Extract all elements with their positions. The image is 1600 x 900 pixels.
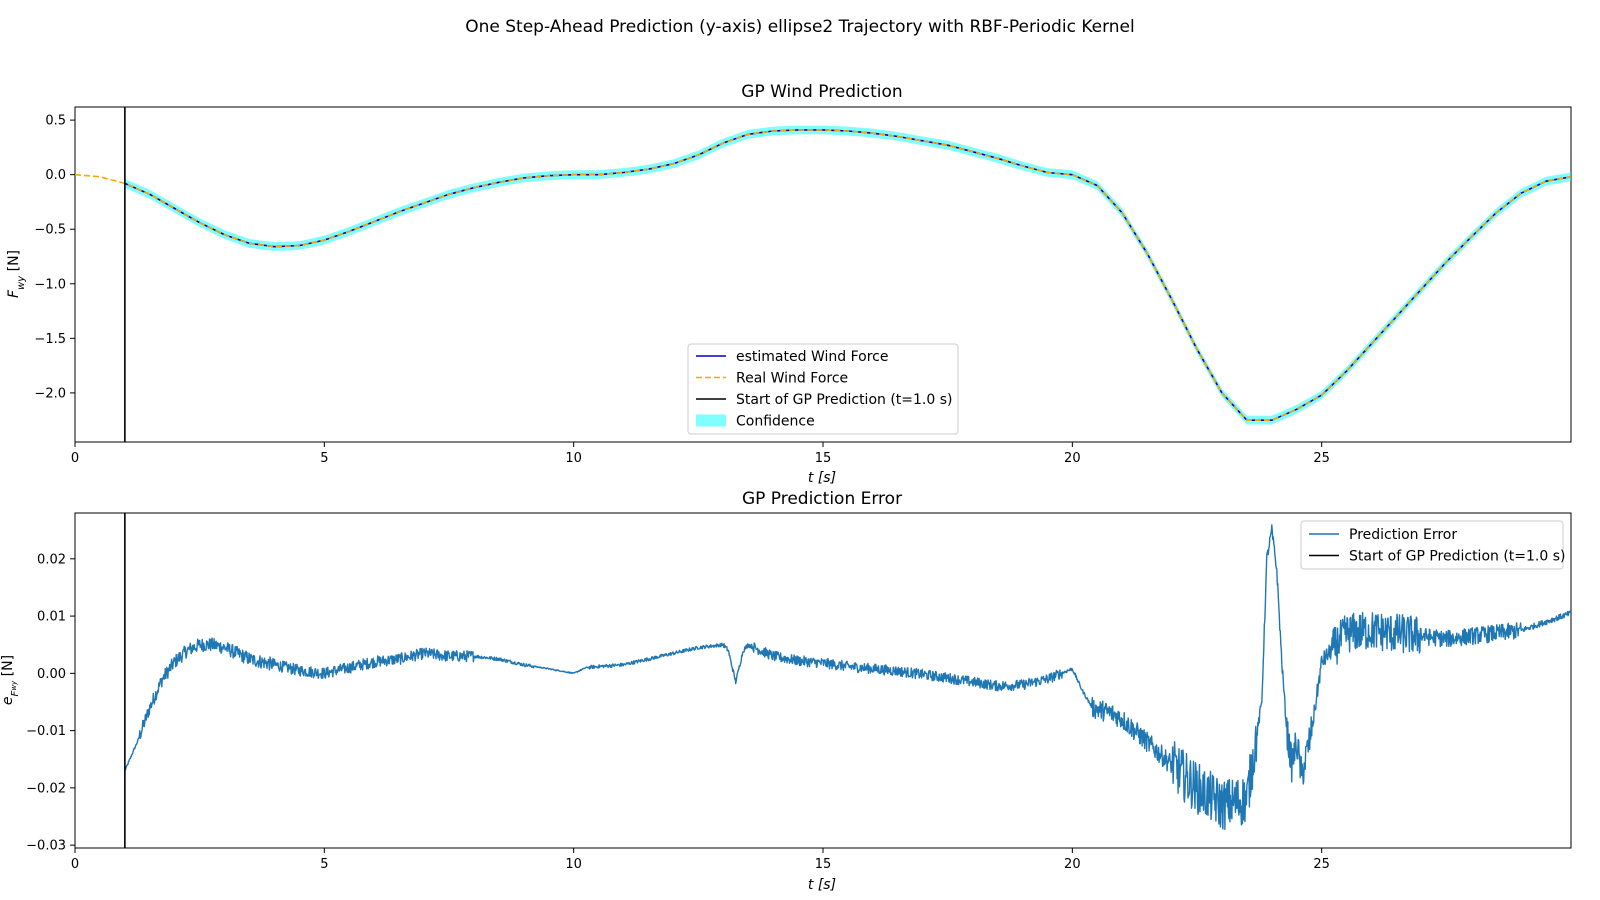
x-tick-label: 20 xyxy=(1064,451,1081,466)
legend-frame xyxy=(1300,520,1564,570)
y-tick-label: −0.02 xyxy=(26,781,66,796)
y-tick-label: 0.5 xyxy=(45,114,66,129)
prediction-error-line xyxy=(124,524,1571,831)
x-tick-label: 10 xyxy=(565,451,582,466)
wind-prediction-legend: estimated Wind Force Real Wind Force Start… xyxy=(687,343,959,435)
wind-prediction-xlabel: t [s] xyxy=(808,470,836,486)
legend-label: Start of GP Prediction (t=1.0 s) xyxy=(736,392,953,408)
x-tick-label: 5 xyxy=(320,451,328,466)
y-tick-label: −0.03 xyxy=(26,839,66,854)
y-tick-label: 0.00 xyxy=(37,667,66,682)
x-tick-label: 5 xyxy=(320,857,328,872)
prediction-error-ticks: 0 5 10 15 20 25 0.02 0.01 0.00 −0.01 −0.02 −0.03 xyxy=(26,552,1330,872)
legend-label: Real Wind Force xyxy=(736,371,848,387)
legend-handle-confidence xyxy=(696,414,726,427)
prediction-error-legend: Prediction Error Start of GP Prediction (… xyxy=(1300,520,1566,570)
prediction-error-ylabel: eFwy [N] xyxy=(0,655,21,705)
prediction-error-panel: GP Prediction Error 0 5 10 15 20 25 0.02 0.01 0.… xyxy=(0,489,1572,893)
legend-label: Confidence xyxy=(736,414,815,430)
real-wind-force-line xyxy=(75,129,1571,421)
x-tick-label: 25 xyxy=(1313,451,1330,466)
wind-prediction-plot-area xyxy=(75,107,1571,442)
prediction-error-plot-area xyxy=(124,513,1571,848)
x-tick-label: 25 xyxy=(1313,857,1330,872)
legend-label: estimated Wind Force xyxy=(736,349,888,365)
x-tick-label: 0 xyxy=(71,857,79,872)
wind-prediction-ylabel: Fwy [N] xyxy=(6,250,27,298)
y-tick-label: −1.0 xyxy=(34,277,66,292)
legend-frame xyxy=(687,343,959,435)
x-tick-label: 15 xyxy=(815,451,832,466)
y-tick-label: 0.01 xyxy=(37,610,66,625)
prediction-error-title: GP Prediction Error xyxy=(742,489,902,509)
wind-prediction-title: GP Wind Prediction xyxy=(741,82,902,102)
y-tick-label: 0.0 xyxy=(45,168,66,183)
wind-prediction-ticks: 0 5 10 15 20 25 0.5 0.0 −0.5 −1.0 −1.5 −2.0 xyxy=(34,114,1330,466)
y-tick-label: −0.5 xyxy=(34,223,66,238)
legend-label: Start of GP Prediction (t=1.0 s) xyxy=(1349,549,1566,565)
x-tick-label: 0 xyxy=(71,451,79,466)
x-tick-label: 10 xyxy=(565,857,582,872)
x-tick-label: 20 xyxy=(1064,857,1081,872)
x-tick-label: 15 xyxy=(815,857,832,872)
legend-label: Prediction Error xyxy=(1349,527,1457,543)
y-tick-label: −0.01 xyxy=(26,724,66,739)
figure-title: One Step-Ahead Prediction (y-axis) ellip… xyxy=(465,17,1134,37)
y-tick-label: −2.0 xyxy=(34,386,66,401)
y-tick-label: −1.5 xyxy=(34,332,66,347)
wind-prediction-panel: GP Wind Prediction 0 5 10 15 20 25 0.5 0.0 −0.5 −… xyxy=(6,82,1572,486)
y-tick-label: 0.02 xyxy=(37,552,66,567)
prediction-error-xlabel: t [s] xyxy=(808,877,836,893)
